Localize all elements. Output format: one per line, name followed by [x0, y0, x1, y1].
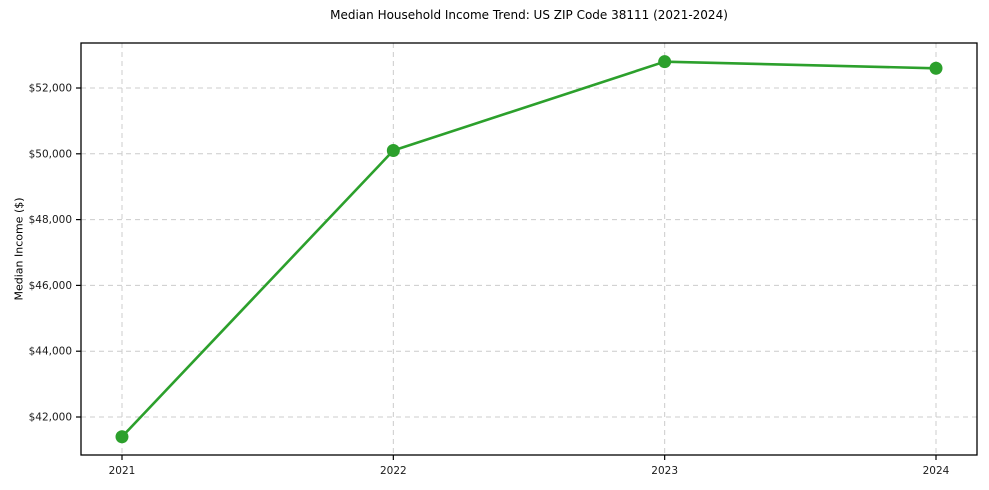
y-tick-label: $52,000	[29, 83, 72, 95]
y-tick-label: $44,000	[29, 346, 72, 358]
chart-title: Median Household Income Trend: US ZIP Co…	[330, 8, 728, 22]
x-tick-label: 2021	[109, 465, 136, 477]
x-tick-label: 2022	[380, 465, 407, 477]
y-tick-label: $46,000	[29, 280, 72, 292]
x-tick-label: 2023	[651, 465, 678, 477]
y-tick-label: $48,000	[29, 214, 72, 226]
y-tick-label: $50,000	[29, 148, 72, 160]
data-point-marker-2024	[929, 61, 943, 75]
data-point-marker-2022	[386, 144, 400, 158]
y-tick-label: $42,000	[29, 412, 72, 424]
x-tick-label: 2024	[923, 465, 950, 477]
plot-border	[80, 42, 978, 456]
data-point-marker-2021	[115, 430, 129, 444]
data-point-marker-2023	[658, 55, 672, 69]
trend-line	[120, 60, 938, 439]
